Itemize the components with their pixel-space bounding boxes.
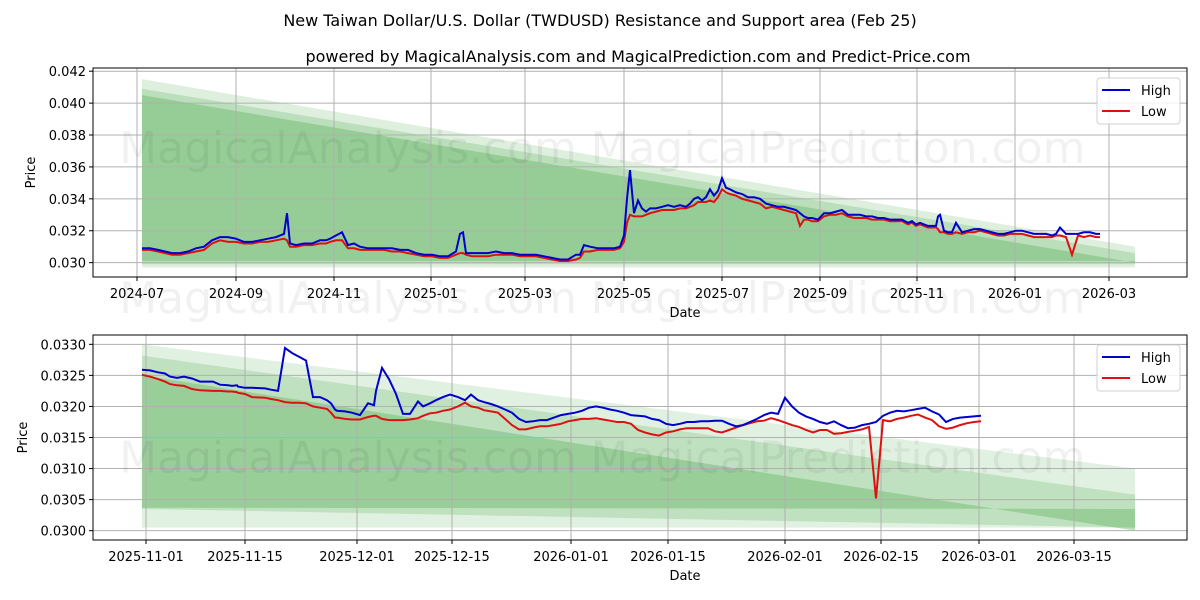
chart-subtitle: powered by MagicalAnalysis.com and Magic… bbox=[305, 47, 970, 66]
x-tick-label: 2026-03-15 bbox=[1036, 550, 1112, 565]
svg-text:MagicalPrediction.com: MagicalPrediction.com bbox=[591, 433, 1086, 484]
top-chart-axes: MagicalAnalysis.com MagicalPrediction.com… bbox=[24, 65, 1188, 324]
y-tick-label: 0.0305 bbox=[41, 494, 87, 509]
x-tick-label: 2026-03 bbox=[1082, 287, 1136, 302]
grid-lines bbox=[93, 335, 1187, 540]
x-tick-label: 2025-11-15 bbox=[207, 550, 283, 565]
x-axis-ticks: 2025-11-01 2025-11-15 2025-12-01 2025-12-15… bbox=[108, 540, 1112, 565]
legend: High Low bbox=[1096, 344, 1181, 392]
low-price-line bbox=[142, 187, 1100, 262]
y-tick-label: 0.032 bbox=[49, 225, 86, 240]
y-axis-ticks: 0.030 0.032 0.034 0.036 0.038 0.040 0.042 bbox=[49, 65, 93, 272]
x-tick-label: 2024-07 bbox=[110, 287, 164, 302]
x-tick-label: 2025-01 bbox=[404, 287, 458, 302]
x-tick-label: 2025-11 bbox=[890, 287, 944, 302]
x-tick-label: 2025-12-01 bbox=[319, 550, 395, 565]
resistance-support-bands bbox=[142, 344, 1135, 531]
low-price-line bbox=[141, 373, 982, 499]
y-tick-label: 0.040 bbox=[49, 97, 86, 112]
band bbox=[142, 375, 1135, 531]
y-tick-label: 0.0300 bbox=[41, 525, 87, 540]
legend-high-label: High bbox=[1141, 351, 1171, 366]
x-tick-label: 2025-03 bbox=[498, 287, 552, 302]
high-price-line bbox=[141, 346, 982, 430]
y-tick-label: 0.0310 bbox=[41, 463, 87, 478]
x-tick-label: 2026-01-01 bbox=[533, 550, 609, 565]
legend-low-label: Low bbox=[1141, 105, 1167, 120]
x-tick-label: 2026-01 bbox=[988, 287, 1042, 302]
svg-text:MagicalPrediction.com: MagicalPrediction.com bbox=[591, 273, 1086, 324]
svg-text:MagicalAnalysis.com: MagicalAnalysis.com bbox=[119, 273, 577, 324]
x-tick-label: 2025-11-01 bbox=[108, 550, 184, 565]
x-axis-ticks: 2024-07 2024-09 2024-11 2025-01 2025-03 2025-… bbox=[110, 277, 1136, 302]
watermark: MagicalAnalysis.com MagicalPrediction.com… bbox=[119, 123, 1085, 324]
bottom-chart-axes: MagicalAnalysis.com MagicalPrediction.com… bbox=[16, 334, 1188, 584]
x-tick-label: 2025-07 bbox=[695, 287, 749, 302]
svg-text:MagicalPrediction.com: MagicalPrediction.com bbox=[591, 123, 1086, 174]
x-tick-label: 2024-11 bbox=[307, 287, 361, 302]
chart-title: New Taiwan Dollar/U.S. Dollar (TWDUSD) R… bbox=[283, 11, 916, 30]
x-tick-label: 2025-09 bbox=[793, 287, 847, 302]
watermark: MagicalAnalysis.com MagicalPrediction.com bbox=[119, 433, 1085, 484]
y-tick-label: 0.042 bbox=[49, 65, 86, 80]
y-tick-label: 0.034 bbox=[49, 193, 86, 208]
x-tick-label: 2025-05 bbox=[597, 287, 651, 302]
legend: High Low bbox=[1096, 77, 1181, 125]
y-tick-label: 0.036 bbox=[49, 161, 86, 176]
y-tick-label: 0.0330 bbox=[41, 338, 87, 353]
y-axis-label: Price bbox=[16, 422, 31, 454]
band bbox=[142, 344, 1135, 528]
x-tick-label: 2026-01-15 bbox=[630, 550, 706, 565]
svg-text:MagicalAnalysis.com: MagicalAnalysis.com bbox=[119, 433, 577, 484]
y-tick-label: 0.0320 bbox=[41, 400, 87, 415]
legend-high-label: High bbox=[1141, 84, 1171, 99]
y-tick-label: 0.0315 bbox=[41, 432, 87, 447]
x-tick-label: 2026-02-01 bbox=[747, 550, 823, 565]
x-tick-label: 2026-03-01 bbox=[941, 550, 1017, 565]
y-tick-label: 0.0325 bbox=[41, 369, 87, 384]
band bbox=[142, 355, 1135, 528]
y-axis-label: Price bbox=[24, 157, 39, 189]
x-axis-label: Date bbox=[669, 306, 700, 321]
svg-text:MagicalAnalysis.com: MagicalAnalysis.com bbox=[119, 123, 577, 174]
x-tick-label: 2025-12-15 bbox=[414, 550, 490, 565]
high-price-line bbox=[142, 169, 1100, 261]
x-axis-label: Date bbox=[669, 569, 700, 584]
axes-frame bbox=[92, 67, 1188, 278]
y-tick-label: 0.030 bbox=[49, 257, 86, 272]
y-tick-label: 0.038 bbox=[49, 129, 86, 144]
x-tick-label: 2026-02-15 bbox=[843, 550, 919, 565]
legend-low-label: Low bbox=[1141, 372, 1167, 387]
y-axis-ticks: 0.0300 0.0305 0.0310 0.0315 0.0320 0.0325 0.03… bbox=[41, 338, 93, 540]
x-tick-label: 2024-09 bbox=[209, 287, 263, 302]
